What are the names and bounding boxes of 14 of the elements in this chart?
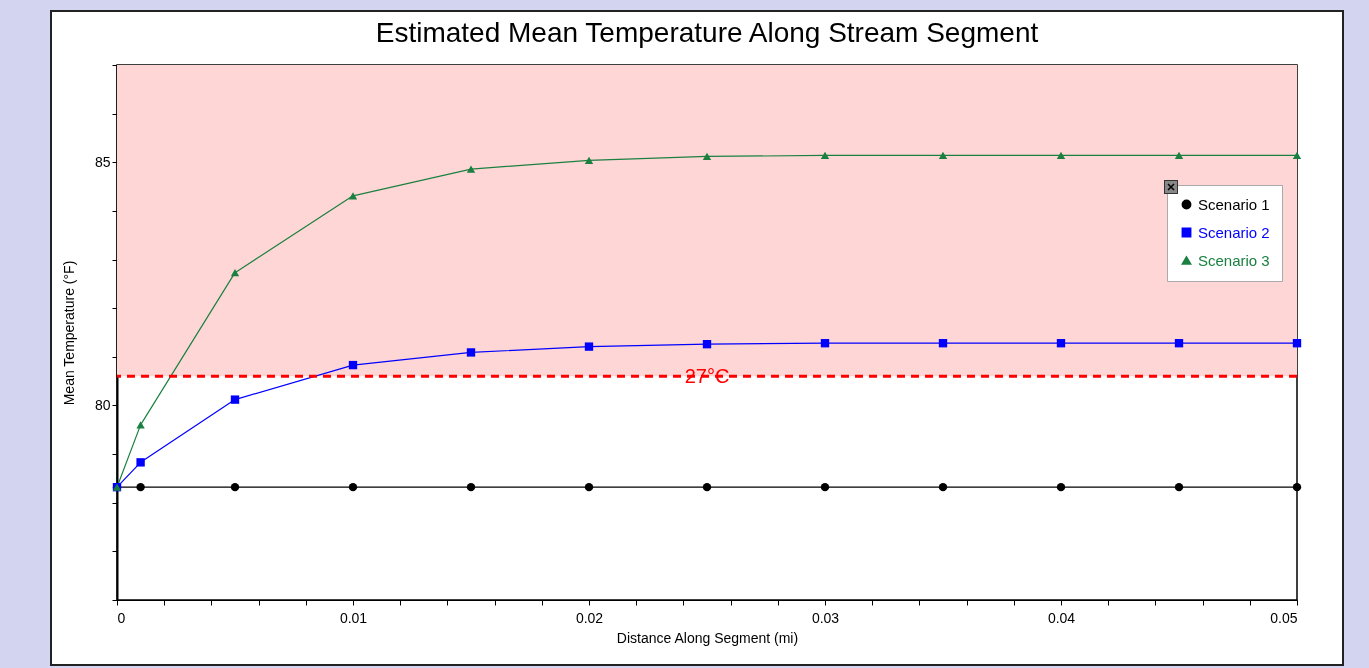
chart-title: Estimated Mean Temperature Along Stream Segment <box>375 17 1039 48</box>
x-tick-label: 0.05 <box>1270 609 1298 626</box>
x-tick-label: 0.04 <box>1047 609 1076 626</box>
y-axis-title: Mean Temperature (°F) <box>60 260 77 406</box>
legend-label: Scenario 3 <box>1198 251 1270 269</box>
x-tick-label: 0.01 <box>339 609 368 626</box>
legend-label: Scenario 1 <box>1198 195 1270 213</box>
legend-label: Scenario 2 <box>1198 223 1270 241</box>
x-axis-title: Distance Along Segment (mi) <box>616 629 799 646</box>
x-tick-label: 0 <box>117 609 126 626</box>
x-tick-label: 0.03 <box>811 609 840 626</box>
y-tick-label: 80 <box>94 396 111 413</box>
y-tick-label: 85 <box>94 153 111 170</box>
x-tick-label: 0.02 <box>575 609 604 626</box>
